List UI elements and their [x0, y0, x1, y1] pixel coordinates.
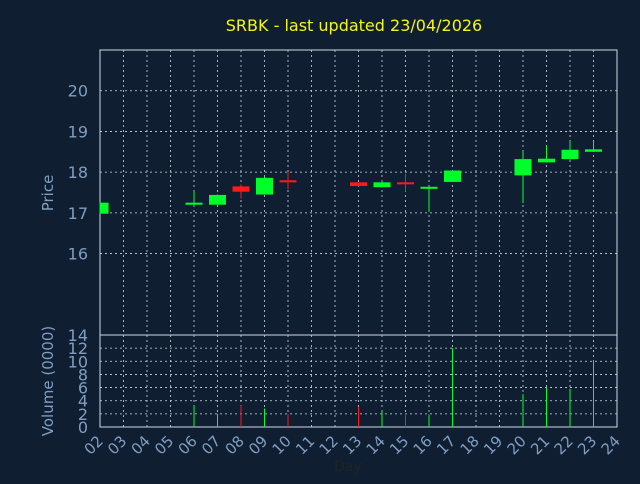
candle: [514, 151, 532, 204]
price-candles: [99, 141, 602, 214]
volume-tick-label: 4: [78, 392, 88, 411]
volume-tick-label: 6: [78, 379, 88, 398]
price-tick-label: 19: [68, 122, 88, 141]
volume-tick-label: 0: [78, 418, 88, 437]
x-axis-label: Day: [334, 459, 362, 475]
chart-title: SRBK - last updated 23/04/2026: [226, 16, 482, 35]
candle-body: [561, 149, 579, 160]
candle: [232, 184, 250, 199]
price-tick-label: 20: [68, 82, 88, 101]
candle-body: [100, 202, 109, 214]
volume-tick-label: 10: [68, 352, 88, 371]
candle-body: [256, 177, 273, 195]
candle: [420, 186, 438, 213]
candle-body: [209, 194, 226, 205]
candle-body: [514, 159, 532, 176]
price-tick-label: 18: [68, 163, 88, 182]
candle: [99, 202, 109, 214]
candle-body: [397, 182, 414, 185]
price-tick-label: 16: [68, 245, 88, 264]
candle: [256, 177, 273, 195]
candle-body: [350, 182, 367, 186]
candle-body: [373, 182, 391, 188]
candle-body: [585, 149, 602, 152]
candle: [373, 180, 391, 188]
candle: [279, 172, 297, 190]
candle-body: [538, 158, 555, 163]
volume-axis-label: Volume (0000): [39, 326, 57, 436]
candle: [538, 145, 555, 163]
volume-tick-label: 8: [78, 365, 88, 384]
candle: [185, 191, 203, 206]
candle-body: [444, 170, 461, 182]
price-axis-label: Price: [39, 175, 57, 212]
x-axis-ticks: 0203040506070809101112131415161718192021…: [81, 432, 624, 458]
candle-body: [232, 186, 250, 192]
candle-body: [279, 180, 297, 183]
candle: [350, 182, 367, 187]
candle-body: [420, 186, 438, 189]
price-tick-label: 14: [68, 326, 88, 345]
candle: [561, 141, 579, 160]
volume-tick-label: 2: [78, 405, 88, 424]
price-axis-ticks: 14 16 17 18 19 20: [68, 82, 88, 345]
price-tick-label: 17: [68, 204, 88, 223]
candle: [209, 194, 226, 205]
candle: [585, 141, 602, 152]
volume-tick-label: 12: [68, 339, 88, 358]
candle: [397, 173, 414, 192]
candle: [444, 170, 461, 182]
volume-bars: [193, 348, 594, 427]
candle-body: [185, 202, 203, 205]
